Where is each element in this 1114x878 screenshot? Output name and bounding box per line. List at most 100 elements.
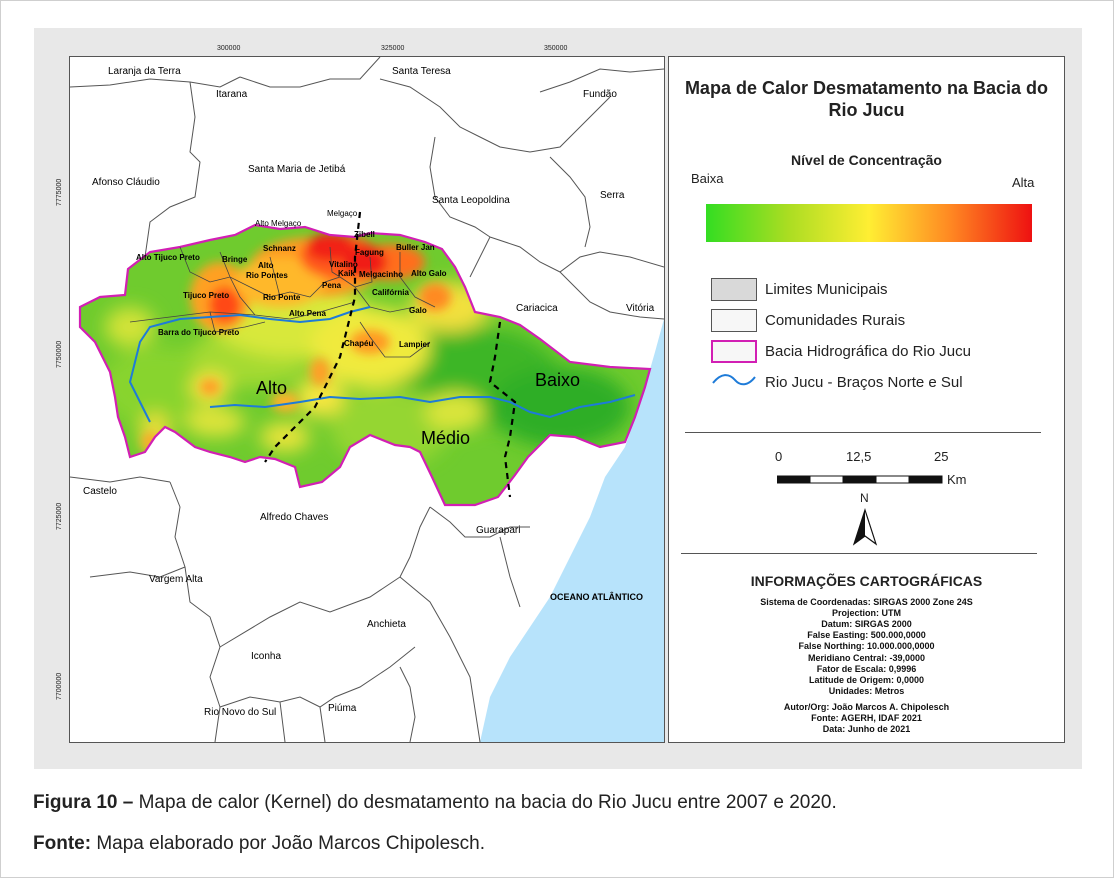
region-label-medio: Médio — [421, 428, 471, 448]
region-dividers — [264, 211, 517, 498]
concentration-gradient-bar — [706, 204, 1032, 242]
community-label-22: Chapéu — [344, 339, 374, 348]
info-line-10: Autor/Org: João Marcos A. Chipolesch — [783, 702, 950, 712]
info-line-6: Meridiano Central: -39,0000 — [807, 653, 926, 663]
left-tick-4: 7700000 — [56, 672, 63, 700]
muni-label-14: Vargem Alta — [149, 574, 203, 585]
blue-wave-icon — [712, 374, 756, 386]
muni-label-6: Afonso Cláudio — [92, 177, 160, 188]
source-caption-text: Mapa elaborado por João Marcos Chipolesc… — [91, 833, 485, 854]
source-caption: Fonte: Mapa elaborado por João Marcos Ch… — [33, 833, 485, 855]
community-label-18: Rio Ponte — [263, 293, 301, 302]
legend-swatch-municipal — [711, 278, 757, 301]
info-title: INFORMAÇÕES CARTOGRÁFICAS — [750, 573, 983, 589]
info-line-7: Fator de Escala: 0,9996 — [816, 664, 917, 674]
info-line-3: Datum: SIRGAS 2000 — [821, 619, 912, 629]
community-boundaries — [129, 246, 436, 358]
legend-divider-2 — [681, 553, 1037, 554]
community-label-5: Buller Jan — [396, 243, 435, 252]
river-jucu — [128, 306, 636, 423]
community-label-4: Schnanz — [263, 244, 296, 253]
region-label-alto: Alto — [256, 378, 288, 398]
gradient-low-label: Baixa — [691, 171, 724, 186]
community-label-13: Melgacinho — [359, 270, 404, 279]
ocean-area — [480, 319, 664, 742]
muni-label-10: Vitória — [626, 303, 655, 314]
ocean-label: OCEANO ATLÂNTICO — [550, 592, 643, 602]
community-label-9: Rio Pontes — [246, 271, 288, 280]
muni-label-7: Serra — [600, 190, 625, 201]
muni-label-3: Itarana — [216, 89, 248, 100]
muni-label-8: Santa Leopoldina — [432, 195, 510, 206]
muni-label-18: Piúma — [328, 703, 357, 714]
top-tick-3: 350000 — [544, 45, 568, 52]
left-tick-2: 7750000 — [56, 340, 63, 368]
municipal-boundaries — [70, 57, 664, 742]
community-label-15: Pena — [322, 281, 342, 290]
community-label-21: Barra do Tijuco Preto — [158, 328, 240, 337]
legend-title: Mapa de Calor Desmatamento na Bacia do R… — [684, 78, 1049, 120]
legend-swatch-communities — [711, 309, 757, 332]
community-label-14: Alto Galo — [411, 269, 447, 278]
source-caption-label: Fonte: — [33, 833, 92, 854]
info-line-12: Data: Junho de 2021 — [822, 724, 911, 734]
muni-label-4: Fundão — [583, 89, 617, 100]
left-tick-1: 7775000 — [56, 178, 63, 206]
scale-unit: Km — [947, 472, 967, 487]
top-tick-1: 300000 — [217, 45, 241, 52]
community-label-2: Melgaço — [327, 209, 358, 218]
info-line-1: Sistema de Coordenadas: SIRGAS 2000 Zone… — [760, 597, 973, 607]
community-label-19: Galo — [409, 306, 427, 315]
figure-caption: Figura 10 – Mapa de calor (Kernel) do de… — [33, 792, 837, 814]
legend-label-municipal: Limites Municipais — [765, 281, 888, 298]
community-label-1: Alto Melgaço — [255, 219, 302, 228]
community-label-11: Fagung — [355, 248, 384, 257]
community-label-17: Tijuco Preto — [183, 291, 230, 300]
region-label-baixo: Baixo — [535, 370, 581, 390]
community-label-23: Lampier — [399, 340, 431, 349]
muni-label-5: Santa Maria de Jetibá — [248, 164, 346, 175]
info-line-4: False Easting: 500.000,0000 — [807, 630, 926, 640]
muni-label-2: Santa Teresa — [392, 66, 451, 77]
community-label-6: Alto Tijuco Preto — [136, 253, 200, 262]
heatmap-map: Laranja da Terra Santa Teresa Itarana Fu… — [69, 56, 665, 743]
muni-label-15: Anchieta — [367, 619, 406, 630]
muni-label-1: Laranja da Terra — [108, 66, 181, 77]
muni-label-16: Iconha — [251, 651, 282, 662]
legend-label-basin: Bacia Hidrográfica do Rio Jucu — [765, 343, 971, 360]
top-tick-2: 325000 — [381, 45, 405, 52]
legend-label-communities: Comunidades Rurais — [765, 312, 906, 329]
gradient-high-label: Alta — [1012, 175, 1035, 190]
info-line-5: False Northing: 10.000.000,0000 — [798, 641, 935, 651]
info-line-11: Fonte: AGERH, IDAF 2021 — [811, 713, 922, 723]
figure-caption-text: Mapa de calor (Kernel) do desmatamento n… — [133, 792, 837, 813]
left-tick-3: 7725000 — [56, 502, 63, 530]
community-label-20: Alto Pena — [289, 309, 326, 318]
muni-label-9: Cariacica — [516, 303, 558, 314]
scale-label-12-5: 12,5 — [846, 449, 872, 464]
community-label-10: Vitalino — [329, 260, 358, 269]
map-svg — [70, 57, 664, 742]
info-line-2: Projection: UTM — [832, 608, 901, 618]
muni-label-12: Alfredo Chaves — [260, 512, 329, 523]
north-label: N — [860, 491, 869, 505]
legend-panel: Mapa de Calor Desmatamento na Bacia do R… — [668, 56, 1065, 743]
community-label-12: Kaik — [338, 269, 355, 278]
scale-bar — [777, 475, 943, 484]
community-label-16: Califórnia — [372, 288, 409, 297]
info-line-9: Unidades: Metros — [828, 686, 905, 696]
muni-label-13: Guarapari — [476, 525, 521, 536]
figure-caption-label: Figura 10 – — [33, 792, 134, 813]
scale-label-0: 0 — [775, 449, 783, 464]
community-label-3: Zibell — [354, 230, 375, 239]
north-arrow-icon — [852, 508, 878, 546]
legend-swatch-basin — [711, 340, 757, 363]
scale-label-25: 25 — [934, 449, 949, 464]
info-line-8: Latitude de Origem: 0,0000 — [808, 675, 925, 685]
community-label-7: Bringe — [222, 255, 248, 264]
muni-label-11: Castelo — [83, 486, 117, 497]
legend-divider-1 — [685, 432, 1041, 433]
legend-label-river: Rio Jucu - Braços Norte e Sul — [765, 374, 963, 391]
concentration-title: Nível de Concentração — [791, 152, 942, 168]
community-label-8: Alto — [258, 261, 274, 270]
